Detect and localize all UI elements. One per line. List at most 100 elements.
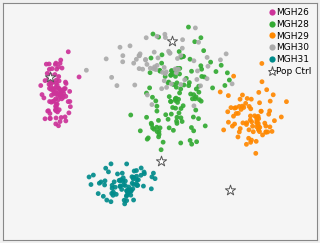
Point	[126, 189, 132, 193]
Point	[57, 79, 62, 83]
Point	[47, 116, 52, 120]
Point	[156, 56, 161, 60]
Point	[170, 105, 175, 109]
Point	[233, 106, 238, 110]
Point	[218, 90, 223, 94]
Point	[130, 187, 135, 191]
Point	[249, 97, 254, 101]
Point	[177, 50, 182, 53]
Point	[54, 92, 59, 95]
Point	[257, 130, 262, 134]
Point	[63, 94, 68, 98]
Point	[117, 179, 123, 183]
Point	[173, 98, 178, 102]
Point	[150, 126, 155, 130]
Point	[54, 78, 59, 82]
Point	[224, 52, 229, 56]
Point	[188, 92, 193, 96]
Point	[118, 184, 123, 188]
Point	[167, 95, 172, 99]
Point	[174, 68, 180, 71]
Point	[68, 105, 73, 109]
Point	[164, 70, 169, 74]
Point	[179, 55, 184, 59]
Point	[53, 90, 59, 94]
Point	[169, 112, 174, 116]
Point	[176, 67, 181, 71]
Point	[131, 198, 136, 202]
Point	[226, 120, 231, 124]
Point	[186, 25, 191, 29]
Point	[196, 84, 201, 88]
Point	[268, 99, 273, 103]
Point	[265, 130, 270, 134]
Point	[121, 176, 126, 180]
Point	[145, 137, 150, 141]
Point	[47, 80, 52, 84]
Point	[53, 85, 58, 89]
Point	[251, 130, 256, 134]
Point	[128, 113, 133, 117]
Point	[244, 121, 249, 125]
Point	[179, 107, 184, 111]
Point	[237, 104, 242, 108]
Point	[59, 89, 64, 93]
Point	[109, 183, 115, 187]
Point	[48, 117, 53, 121]
Point	[172, 68, 178, 72]
Point	[67, 100, 72, 104]
Point	[53, 116, 59, 120]
Point	[88, 182, 93, 186]
Point	[138, 52, 143, 56]
Point	[213, 69, 219, 73]
Point	[219, 63, 224, 67]
Point	[174, 119, 179, 123]
Point	[117, 45, 123, 49]
Point	[62, 115, 68, 119]
Point	[144, 36, 149, 40]
Point	[180, 120, 185, 123]
Point	[272, 119, 277, 123]
Point	[120, 179, 125, 183]
Point	[169, 82, 174, 86]
Point	[63, 119, 68, 123]
Point	[101, 194, 106, 198]
Point	[109, 186, 115, 190]
Point	[240, 93, 245, 97]
Point	[66, 111, 71, 115]
Point	[177, 91, 182, 95]
Point	[97, 181, 102, 185]
Point	[191, 93, 196, 96]
Point	[173, 97, 178, 101]
Point	[150, 32, 156, 36]
Point	[248, 118, 253, 122]
Point	[279, 115, 284, 119]
Point	[134, 178, 139, 182]
Point	[249, 120, 254, 124]
Point	[176, 111, 181, 115]
Point	[189, 69, 194, 73]
Point	[154, 34, 159, 38]
Point	[244, 122, 249, 126]
Point	[240, 104, 245, 108]
Point	[76, 75, 82, 79]
Point	[66, 50, 71, 54]
Point	[156, 130, 162, 133]
Point	[124, 162, 129, 166]
Point	[254, 118, 259, 122]
Point	[173, 106, 178, 110]
Point	[108, 200, 114, 204]
Point	[168, 99, 173, 103]
Point	[218, 58, 223, 62]
Point	[250, 124, 255, 128]
Point	[43, 79, 48, 83]
Point	[138, 173, 143, 177]
Point	[48, 73, 53, 77]
Point	[124, 193, 130, 197]
Point	[137, 67, 142, 70]
Point	[48, 84, 53, 88]
Point	[147, 86, 152, 90]
Point	[51, 87, 56, 91]
Point	[159, 87, 164, 91]
Point	[227, 78, 232, 82]
